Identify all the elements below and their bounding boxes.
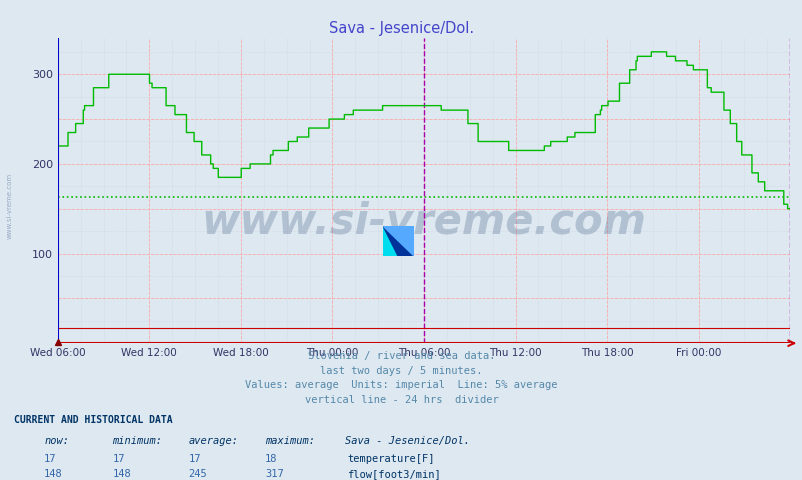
Text: Sava - Jesenice/Dol.: Sava - Jesenice/Dol. — [329, 21, 473, 36]
Text: flow[foot3/min]: flow[foot3/min] — [346, 469, 440, 480]
Polygon shape — [383, 226, 413, 256]
Text: Sava - Jesenice/Dol.: Sava - Jesenice/Dol. — [345, 436, 470, 446]
Text: 148: 148 — [44, 469, 63, 480]
Text: minimum:: minimum: — [112, 436, 162, 446]
Text: maximum:: maximum: — [265, 436, 314, 446]
Text: Slovenia / river and sea data.
last two days / 5 minutes.
Values: average  Units: Slovenia / river and sea data. last two … — [245, 351, 557, 405]
Text: www.si-vreme.com: www.si-vreme.com — [201, 200, 646, 242]
Text: average:: average: — [188, 436, 238, 446]
Polygon shape — [383, 226, 413, 256]
Text: CURRENT AND HISTORICAL DATA: CURRENT AND HISTORICAL DATA — [14, 415, 173, 425]
Text: 245: 245 — [188, 469, 207, 480]
Text: now:: now: — [44, 436, 69, 446]
Text: 17: 17 — [188, 454, 201, 464]
Text: 17: 17 — [112, 454, 125, 464]
Text: 148: 148 — [112, 469, 131, 480]
Text: 18: 18 — [265, 454, 277, 464]
Polygon shape — [383, 226, 398, 256]
Text: temperature[F]: temperature[F] — [346, 454, 434, 464]
Text: 17: 17 — [44, 454, 57, 464]
Text: www.si-vreme.com: www.si-vreme.com — [6, 173, 12, 240]
Text: 317: 317 — [265, 469, 283, 480]
